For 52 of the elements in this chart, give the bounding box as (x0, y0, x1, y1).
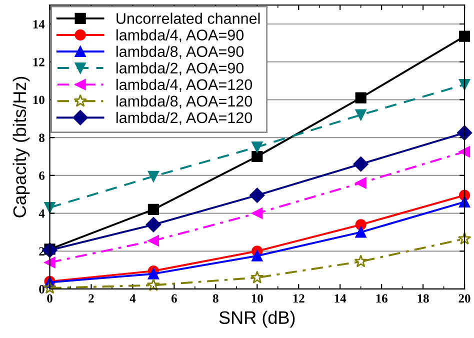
x-tick-label: 12 (293, 294, 304, 303)
x-tick-label: 14 (334, 294, 346, 303)
y-tick-label: 8 (39, 134, 44, 142)
point (44, 256, 56, 268)
legend-label: lambda/4, AOA=120 (116, 78, 252, 92)
point (458, 232, 472, 245)
point (148, 170, 160, 182)
point (458, 30, 470, 42)
x-tick-label: 6 (172, 294, 177, 303)
x-tick-label: 10 (252, 294, 263, 303)
point (43, 281, 56, 294)
legend-label: lambda/2, AOA=120 (116, 112, 252, 125)
point (148, 204, 160, 216)
point (252, 250, 263, 262)
point (456, 125, 472, 140)
x-tick-label: 8 (212, 294, 218, 303)
point (252, 208, 263, 219)
point (146, 217, 162, 232)
point (355, 177, 366, 189)
x-tick-label: 0 (47, 294, 52, 303)
x-tick-label: 18 (418, 294, 429, 303)
point (148, 235, 160, 246)
point (250, 270, 264, 284)
point (355, 226, 366, 238)
y-tick-label: 4 (38, 209, 45, 218)
legend-label: Uncorrelated channel (116, 12, 260, 24)
point (355, 109, 366, 120)
y-tick-label: 14 (33, 20, 45, 28)
point (354, 254, 368, 268)
x-tick-label: 2 (88, 294, 94, 303)
point (250, 188, 265, 203)
y-axis-title: Capacity (bits/Hz) (12, 76, 30, 218)
y-tick-label: 0 (39, 285, 44, 294)
x-tick-label: 16 (376, 294, 388, 303)
point (252, 141, 263, 153)
legend-label: lambda/8, AOA=120 (116, 95, 252, 108)
legend-label: lambda/4, AOA=90 (116, 29, 244, 42)
x-axis-title: SNR (dB) (219, 310, 295, 328)
legend-label: lambda/2, AOA=90 (116, 62, 244, 76)
x-tick-label: 20 (458, 294, 470, 303)
y-tick-label: 6 (39, 171, 45, 180)
legend-label: lambda/8, AOA=90 (116, 46, 244, 59)
y-tick-label: 10 (33, 96, 44, 104)
x-tick-label: 4 (130, 294, 136, 303)
point (355, 92, 366, 104)
point (353, 156, 368, 172)
point (458, 146, 470, 158)
y-tick-label: 12 (33, 58, 44, 66)
point (355, 219, 366, 230)
point (146, 278, 160, 291)
point (148, 268, 160, 280)
point (252, 150, 263, 162)
